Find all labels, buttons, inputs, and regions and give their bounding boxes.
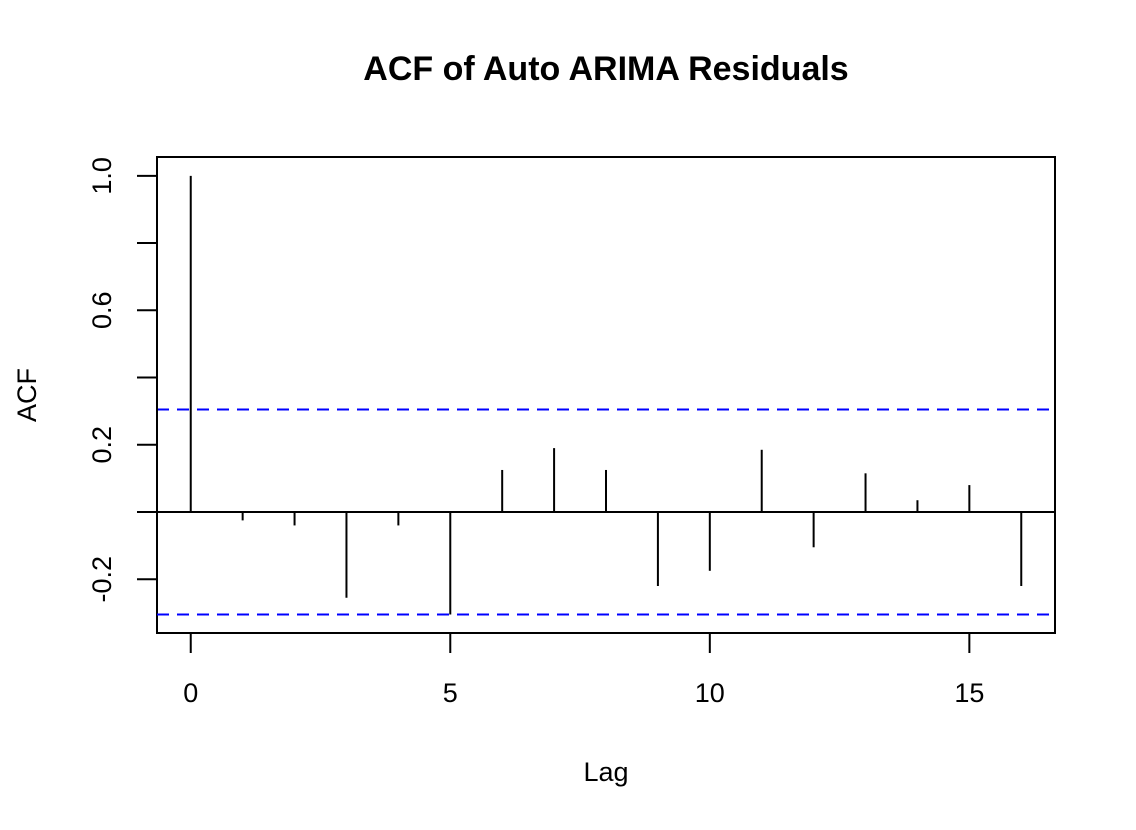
x-tick-label-0: 0 — [183, 678, 198, 708]
x-tick-label-15: 15 — [954, 678, 984, 708]
acf-bars — [189, 175, 1023, 615]
chart-title: ACF of Auto ARIMA Residuals — [363, 50, 848, 88]
confidence-bounds — [157, 408, 1055, 616]
y-tick-label-6: 1.0 — [87, 157, 117, 195]
x-axis: 0 5 10 15 — [183, 632, 984, 708]
y-axis: -0.2 0.2 0.6 1.0 — [87, 157, 158, 603]
x-tick-label-5: 5 — [443, 678, 458, 708]
plot-frame — [156, 156, 1056, 634]
y-tick-label-0: -0.2 — [87, 556, 117, 603]
y-tick-label-2: 0.2 — [87, 426, 117, 464]
x-axis-label: Lag — [583, 757, 628, 787]
x-tick-label-10: 10 — [695, 678, 725, 708]
y-tick-label-4: 0.6 — [87, 292, 117, 330]
y-axis-label: ACF — [12, 368, 42, 422]
